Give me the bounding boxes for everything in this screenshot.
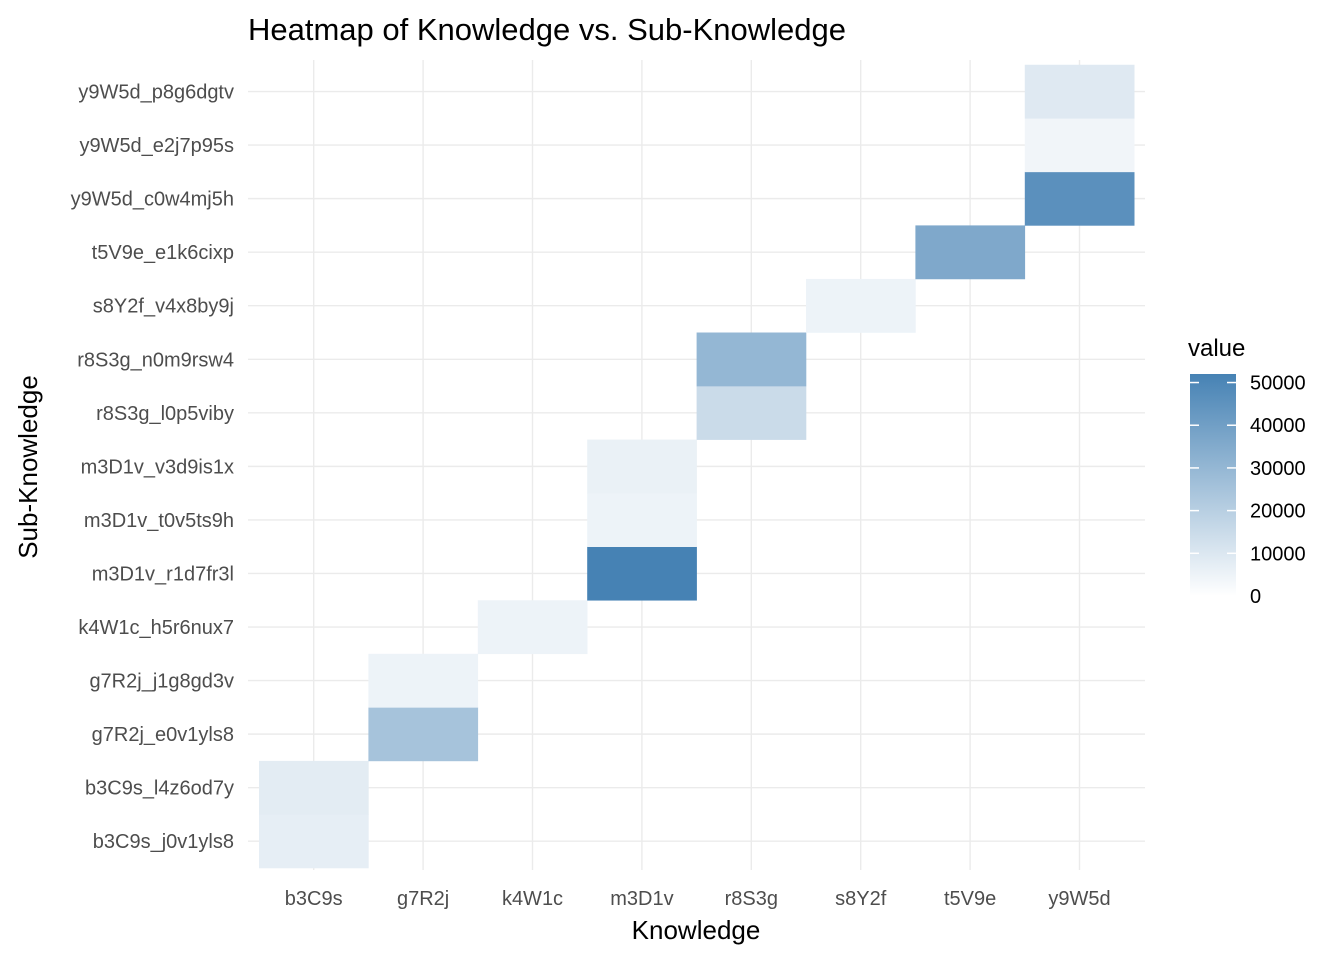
y-tick-label: m3D1v_t0v5ts9h xyxy=(84,510,234,532)
color-legend: value 0 10000 20000 30000 40000 50000 xyxy=(1188,335,1306,608)
legend-ticks: 0 10000 20000 30000 40000 50000 xyxy=(1190,373,1306,608)
heatmap-cell xyxy=(696,386,807,440)
y-tick-label: m3D1v_r1d7fr3l xyxy=(92,563,234,585)
x-tick-label: r8S3g xyxy=(725,888,778,910)
legend-tick-label: 40000 xyxy=(1250,415,1306,437)
legend-colorbar xyxy=(1190,374,1236,596)
legend-title: value xyxy=(1188,335,1245,362)
y-tick-label: g7R2j_e0v1yls8 xyxy=(92,724,234,746)
x-axis-title: Knowledge xyxy=(632,915,761,945)
heatmap-cell xyxy=(587,493,697,547)
x-tick-label: k4W1c xyxy=(502,888,563,910)
heatmap-cell xyxy=(587,546,697,601)
heatmap-cell xyxy=(587,439,697,494)
x-tick-label: m3D1v xyxy=(610,888,673,910)
x-tick-label: y9W5d xyxy=(1048,888,1110,910)
y-axis-title: Sub-Knowledge xyxy=(13,375,43,559)
heatmap-cell xyxy=(477,600,588,655)
heatmap-cell xyxy=(915,225,1026,280)
y-tick-label: y9W5d_c0w4mj5h xyxy=(71,189,234,211)
heatmap-cell xyxy=(1024,171,1135,226)
legend-tick-label: 20000 xyxy=(1250,501,1306,523)
legend-tick-label: 30000 xyxy=(1250,458,1306,480)
y-tick-label: m3D1v_v3d9is1x xyxy=(81,456,234,478)
heatmap-cells xyxy=(259,64,1135,869)
y-tick-label: b3C9s_j0v1yls8 xyxy=(93,831,234,853)
y-tick-label: g7R2j_j1g8gd3v xyxy=(89,671,234,693)
chart-title: Heatmap of Knowledge vs. Sub-Knowledge xyxy=(248,12,846,47)
heatmap-cell xyxy=(1024,64,1135,119)
heatmap-cell xyxy=(368,707,479,762)
y-tick-label: s8Y2f_v4x8by9j xyxy=(93,296,234,318)
y-tick-label: r8S3g_n0m9rsw4 xyxy=(77,349,234,371)
heatmap-cell xyxy=(259,814,369,869)
heatmap-cell xyxy=(259,760,369,815)
y-tick-label: r8S3g_l0p5viby xyxy=(96,403,234,425)
heatmap-cell xyxy=(1024,118,1135,173)
heatmap-cell xyxy=(368,653,479,708)
y-tick-label: t5V9e_e1k6cixp xyxy=(92,242,234,264)
legend-tick-label: 0 xyxy=(1250,586,1261,608)
y-tick-labels: b3C9s_j0v1yls8 b3C9s_l4z6od7y g7R2j_e0v1yl… xyxy=(71,82,234,854)
x-tick-label: t5V9e xyxy=(944,888,996,910)
heatmap-cell xyxy=(696,332,807,387)
y-tick-label: y9W5d_e2j7p95s xyxy=(79,135,234,157)
x-tick-label: s8Y2f xyxy=(835,888,887,910)
x-tick-labels: b3C9s g7R2j k4W1c m3D1v r8S3g s8Y2f t5V9e y9W5d xyxy=(285,888,1111,910)
y-tick-label: k4W1c_h5r6nux7 xyxy=(78,617,234,639)
legend-tick-label: 10000 xyxy=(1250,543,1306,565)
legend-tick-label: 50000 xyxy=(1250,373,1306,395)
x-tick-label: b3C9s xyxy=(285,888,343,910)
y-tick-label: b3C9s_l4z6od7y xyxy=(85,778,234,800)
x-tick-label: g7R2j xyxy=(397,888,449,910)
heatmap-cell xyxy=(806,278,916,333)
y-tick-label: y9W5d_p8g6dgtv xyxy=(78,82,234,104)
